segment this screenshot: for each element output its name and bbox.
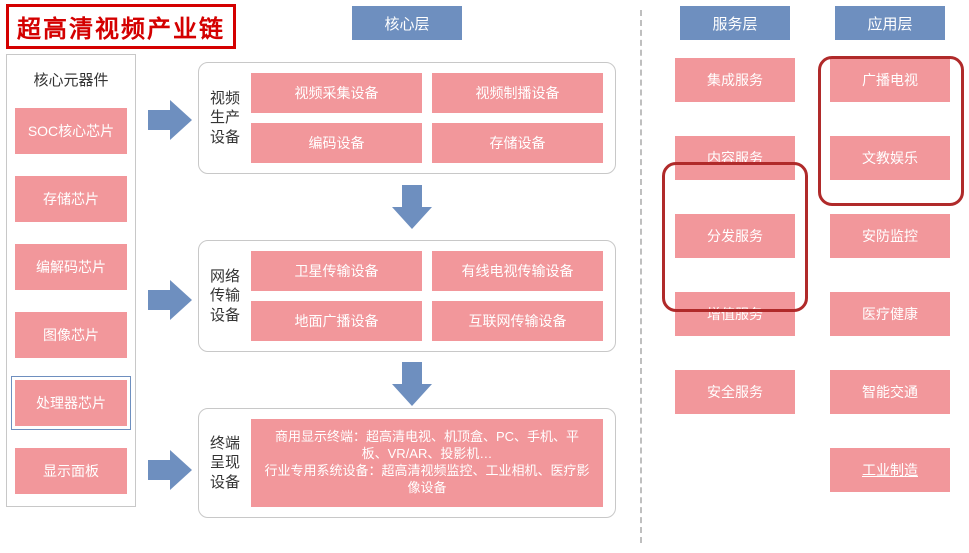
service-column: 集成服务内容服务分发服务增值服务安全服务	[675, 58, 795, 448]
left-item: 存储芯片	[15, 176, 127, 222]
service-item: 内容服务	[675, 136, 795, 180]
vertical-divider	[640, 10, 642, 543]
core-item: 编码设备	[251, 123, 422, 163]
diagram-title: 超高清视频产业链	[6, 4, 236, 49]
arrow-down-icon	[392, 362, 432, 411]
core-group-label: 网络传输设备	[209, 267, 241, 326]
application-item: 智能交通	[830, 370, 950, 414]
core-item: 卫星传输设备	[251, 251, 422, 291]
application-item: 广播电视	[830, 58, 950, 102]
arrow-right-icon	[148, 450, 192, 495]
left-item: 编解码芯片	[15, 244, 127, 290]
left-item: 图像芯片	[15, 312, 127, 358]
service-item: 集成服务	[675, 58, 795, 102]
arrow-down-icon	[392, 185, 432, 234]
application-item: 医疗健康	[830, 292, 950, 336]
service-item: 分发服务	[675, 214, 795, 258]
core-item: 视频制播设备	[432, 73, 603, 113]
core-group-label: 终端呈现设备	[209, 434, 241, 493]
core-item: 商用显示终端：超高清电视、机顶盒、PC、手机、平板、VR/AR、投影机… 行业专…	[251, 419, 603, 507]
arrow-right-icon	[148, 280, 192, 325]
left-item: 显示面板	[15, 448, 127, 494]
core-item: 视频采集设备	[251, 73, 422, 113]
core-group: 视频生产设备视频采集设备视频制播设备编码设备存储设备	[198, 62, 616, 174]
service-item: 增值服务	[675, 292, 795, 336]
core-group: 网络传输设备卫星传输设备有线电视传输设备地面广播设备互联网传输设备	[198, 240, 616, 352]
application-item: 文教娱乐	[830, 136, 950, 180]
header-application: 应用层	[835, 6, 945, 40]
core-item: 互联网传输设备	[432, 301, 603, 341]
left-item: SOC核心芯片	[15, 108, 127, 154]
header-service: 服务层	[680, 6, 790, 40]
service-item: 安全服务	[675, 370, 795, 414]
arrow-right-icon	[148, 100, 192, 145]
left-item: 处理器芯片	[15, 380, 127, 426]
core-group: 终端呈现设备商用显示终端：超高清电视、机顶盒、PC、手机、平板、VR/AR、投影…	[198, 408, 616, 518]
core-group-label: 视频生产设备	[209, 89, 241, 148]
application-item: 安防监控	[830, 214, 950, 258]
core-item: 地面广播设备	[251, 301, 422, 341]
header-core: 核心层	[352, 6, 462, 40]
core-item: 有线电视传输设备	[432, 251, 603, 291]
application-column: 广播电视文教娱乐安防监控医疗健康智能交通工业制造	[830, 58, 950, 526]
left-column-heading: 核心元器件	[15, 63, 127, 96]
core-item: 存储设备	[432, 123, 603, 163]
application-item: 工业制造	[830, 448, 950, 492]
left-column: 核心元器件 SOC核心芯片存储芯片编解码芯片图像芯片处理器芯片显示面板	[6, 54, 136, 507]
